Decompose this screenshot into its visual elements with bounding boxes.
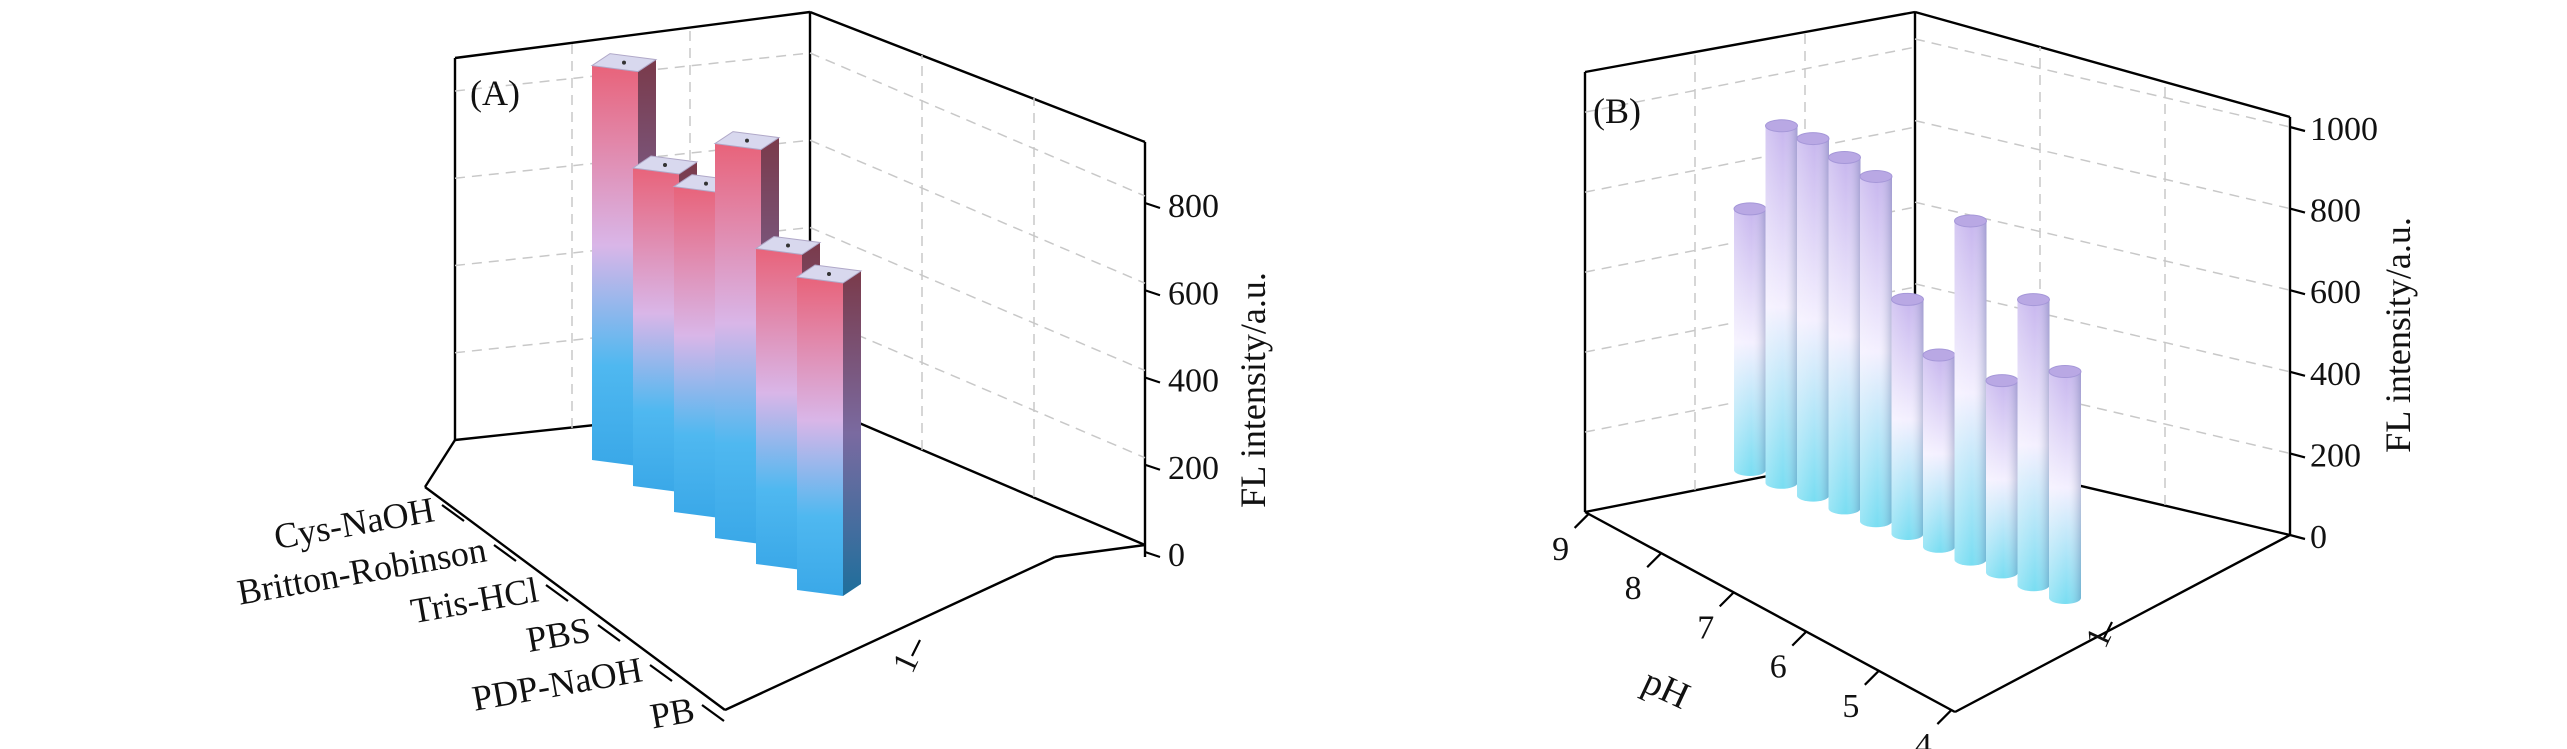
- panel-b-x-tick-label: 6: [1770, 649, 1787, 686]
- panel-b-x-ticks: 9 8 7 6 5 4: [1552, 513, 2113, 749]
- panel-a-category-tick: [649, 664, 673, 682]
- panel-b-x-tick-label: 5: [1842, 688, 1859, 725]
- panel-b-x-axis-title: pH: [1636, 660, 1696, 718]
- panel-b-cylinder: [1985, 374, 2019, 579]
- panel-b-x-tick-label: 8: [1625, 570, 1642, 607]
- panel-b-cylinder: [1859, 169, 1893, 528]
- panel-b-x-tick-label: 9: [1552, 531, 1569, 568]
- panel-a-bars: [590, 53, 863, 596]
- panel-a-category-label: PDP-NaOH: [469, 649, 645, 718]
- panel-b-x-tick-mark: [1573, 513, 1590, 529]
- panel-a-category-tick: [441, 504, 465, 522]
- panel-b-cylinder: [1954, 214, 1987, 566]
- panel-a-category-tick: [597, 624, 621, 642]
- panel-b-x-tick-mark: [1864, 670, 1880, 686]
- panel-b-cylinders: [1733, 119, 2082, 604]
- panel-b-x-tick-label: 7: [1697, 609, 1714, 646]
- panel-a-category-label: PBS: [523, 609, 593, 660]
- panel-a-z-tick-mark: [1144, 376, 1161, 384]
- panel-b-x-tick-mark: [1791, 630, 1808, 647]
- panel-a-z-tick-mark: [1144, 463, 1161, 471]
- panel-a-z-tick-label: 600: [1168, 275, 1219, 312]
- panel-a-z-tick-label: 200: [1168, 450, 1219, 487]
- panel-b-label: (B): [1593, 91, 1641, 131]
- panel-a-z-tick-label: 400: [1168, 363, 1219, 400]
- panel-b-cylinder: [1796, 132, 1830, 502]
- panel-b-x-tick-label: 4: [1915, 727, 1932, 749]
- panel-b-z-tick-mark: [2289, 452, 2306, 459]
- panel-a-y-tick: [911, 639, 921, 657]
- panel-a-z-ticks: 0 200 400 600 800: [1144, 188, 1219, 574]
- panel-b-z-tick-mark: [2289, 125, 2306, 133]
- panel-a-bar: [795, 264, 863, 596]
- panel-b-z-tick-mark: [2289, 370, 2306, 377]
- panel-b-z-tick-label: 600: [2310, 274, 2361, 311]
- panel-b-z-tick-label: 400: [2310, 356, 2361, 393]
- panel-b-cylinder: [1765, 119, 1798, 489]
- panel-a-z-tick-mark: [1144, 550, 1161, 559]
- panel-b-z-ticks: 0 200 400 600 800 1000: [2289, 111, 2378, 556]
- panel-a-label: (A): [470, 73, 520, 113]
- panel-b-cylinder: [1891, 292, 1924, 540]
- panel-a-z-tick-label: 800: [1168, 188, 1219, 225]
- panel-b-cylinder: [1922, 348, 1956, 553]
- panel-a-z-axis-title: FL intensity/a.u.: [1233, 272, 1273, 508]
- panel-b-cylinder: [2017, 293, 2050, 592]
- panel-a-z-tick-mark: [1144, 201, 1161, 210]
- panel-b-z-tick-label: 0: [2310, 519, 2327, 556]
- panel-a-category-tick: [493, 544, 517, 562]
- panel-b-cylinder: [1828, 151, 1861, 515]
- panel-b-z-tick-label: 200: [2310, 437, 2361, 474]
- panel-b-z-tick-mark: [2289, 533, 2306, 541]
- panel-b-cylinder: [1733, 202, 1767, 476]
- panel-b-z-tick-label: 1000: [2310, 111, 2378, 148]
- panel-a-category-tick: [701, 704, 725, 722]
- panel-b-y-tick: [2103, 621, 2113, 639]
- panel-b-z-axis-title: FL intensity/a.u.: [2378, 217, 2418, 453]
- panel-b-z-tick-mark: [2289, 289, 2306, 296]
- panel-a-z-tick-label: 0: [1168, 537, 1185, 574]
- panel-a-category-tick: [545, 584, 569, 602]
- panel-a-category-label: PB: [647, 689, 697, 736]
- panel-a-y-category-label: 1: [886, 647, 927, 678]
- panel-b-x-tick-mark: [1718, 591, 1735, 608]
- panel-a-z-tick-mark: [1144, 289, 1161, 297]
- panel-b-z-tick-label: 800: [2310, 193, 2361, 230]
- panel-b-cylinder: [2048, 365, 2082, 604]
- panel-b-z-tick-mark: [2289, 207, 2306, 214]
- panel-b-x-tick-mark: [1646, 552, 1662, 568]
- panel-b-x-tick-mark: [1936, 709, 1953, 725]
